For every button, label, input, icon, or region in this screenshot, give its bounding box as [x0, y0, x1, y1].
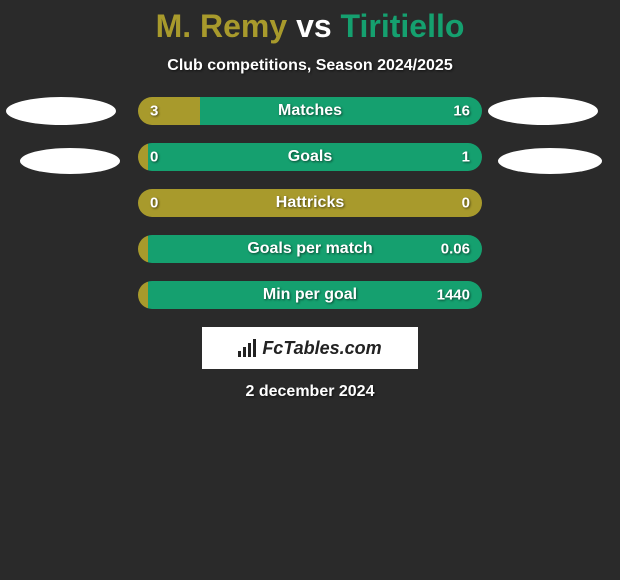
stat-label: Goals — [288, 148, 332, 166]
logo-text: FcTables.com — [262, 338, 381, 359]
stat-row: 3 16 Matches — [138, 97, 482, 125]
stat-value-left: 0 — [150, 195, 158, 212]
title-vs: vs — [296, 8, 332, 44]
title-player2: Tiritiello — [341, 8, 465, 44]
bar-left — [138, 143, 148, 171]
logo: FcTables.com — [238, 338, 381, 359]
title: M. Remy vs Tiritiello — [0, 8, 620, 45]
stats-area: 3 16 Matches 0 1 Goals 0 0 Hattricks 0.06 Goals pe… — [0, 97, 620, 309]
title-player1: M. Remy — [156, 8, 288, 44]
stat-row: 0.06 Goals per match — [138, 235, 482, 263]
stat-label: Hattricks — [276, 194, 344, 212]
team-oval — [498, 148, 602, 174]
chart-icon — [238, 339, 256, 357]
stat-row: 0 0 Hattricks — [138, 189, 482, 217]
stat-value-right: 1440 — [437, 287, 470, 304]
date: 2 december 2024 — [0, 383, 620, 401]
stat-label: Min per goal — [263, 286, 357, 304]
bar-left — [138, 97, 200, 125]
stat-value-left: 0 — [150, 149, 158, 166]
bar-left — [138, 281, 148, 309]
stat-value-right: 0.06 — [441, 241, 470, 258]
stat-value-right: 16 — [453, 103, 470, 120]
stat-value-left: 3 — [150, 103, 158, 120]
stat-label: Matches — [278, 102, 342, 120]
stat-row: 1440 Min per goal — [138, 281, 482, 309]
stat-value-right: 1 — [462, 149, 470, 166]
subtitle: Club competitions, Season 2024/2025 — [0, 57, 620, 75]
stat-row: 0 1 Goals — [138, 143, 482, 171]
bar-left — [138, 235, 148, 263]
comparison-card: M. Remy vs Tiritiello Club competitions,… — [0, 0, 620, 401]
logo-box: FcTables.com — [202, 327, 418, 369]
team-oval — [20, 148, 120, 174]
stat-value-right: 0 — [462, 195, 470, 212]
team-oval — [488, 97, 598, 125]
stat-label: Goals per match — [247, 240, 372, 258]
team-oval — [6, 97, 116, 125]
